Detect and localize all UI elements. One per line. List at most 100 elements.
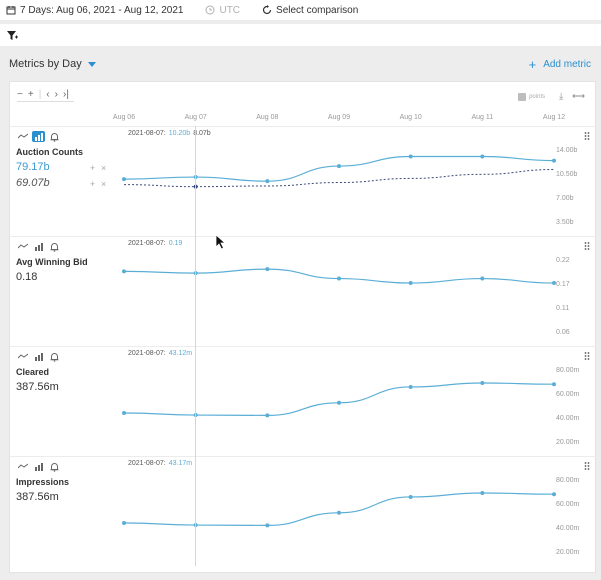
bar-chart-icon[interactable] (32, 131, 45, 142)
zoom-in-button[interactable]: + (27, 89, 34, 100)
series-point[interactable] (552, 382, 556, 387)
series-point[interactable] (408, 281, 413, 286)
mouse-pointer-icon (215, 234, 227, 250)
tooltip-compare-value: 8.07b (193, 130, 211, 137)
drag-dots-icon[interactable] (584, 242, 590, 250)
bell-icon[interactable] (48, 131, 61, 142)
metric-name: Auction Counts (16, 147, 83, 157)
tooltip-value: 10.20b (168, 130, 191, 137)
metrics-by-day-dropdown[interactable]: Metrics by Day (9, 58, 96, 70)
tooltip-value: 43.12m (168, 350, 193, 357)
series-point[interactable] (480, 276, 485, 281)
metric-name: Impressions (16, 477, 70, 487)
bell-icon[interactable] (48, 351, 61, 362)
points-label: points (529, 93, 546, 100)
date-tick-label: Aug 11 (471, 114, 494, 121)
series-line (123, 155, 555, 182)
metric-chart[interactable] (10, 237, 597, 347)
series-point[interactable] (122, 411, 126, 415)
metric-name: Cleared (16, 367, 50, 377)
hover-tooltip: 2021-08-07: 43.17m (128, 460, 192, 467)
series-line (123, 382, 555, 417)
expand-icon[interactable]: ⟷ (572, 91, 585, 101)
series-point[interactable] (480, 491, 485, 495)
date-range-picker[interactable]: 7 Days: Aug 06, 2021 - Aug 12, 2021 (6, 5, 183, 16)
drag-dots-icon[interactable] (584, 462, 590, 470)
hover-tooltip: 2021-08-07: 43.12m (128, 350, 192, 357)
series-point[interactable] (480, 154, 485, 159)
series-point[interactable] (337, 510, 341, 515)
add-series-button[interactable]: + (90, 163, 96, 173)
series-point[interactable] (408, 384, 413, 389)
metric-name: Avg Winning Bid (16, 257, 88, 267)
bar-chart-icon[interactable] (32, 461, 45, 472)
y-tick-label: 80.00m (556, 477, 580, 484)
y-tick-label: 14.00b (556, 147, 578, 154)
series-point[interactable] (552, 158, 556, 163)
clock-icon (205, 5, 215, 15)
line-chart-icon[interactable] (16, 351, 29, 362)
line-chart-icon[interactable] (16, 461, 29, 472)
series-point[interactable] (337, 164, 341, 169)
date-tick-label: Aug 07 (184, 114, 207, 121)
series-point[interactable] (408, 154, 413, 159)
hover-tooltip: 2021-08-07: 0.19 (128, 240, 182, 247)
y-tick-label: 60.00m (556, 501, 580, 508)
metric-chart[interactable] (10, 127, 597, 237)
metric-compare-value: 69.07b (16, 177, 50, 189)
add-metric-button[interactable]: + Add metric (529, 58, 591, 71)
filter-icon[interactable] (7, 30, 18, 41)
series-point[interactable] (122, 521, 126, 525)
series-point[interactable] (265, 267, 270, 272)
series-point[interactable] (480, 381, 485, 385)
date-axis: Aug 06 Aug 07 Aug 08 Aug 09 Aug 10 Aug 11 Aug … (10, 114, 597, 124)
zoom-out-button[interactable]: − (17, 89, 23, 100)
compare-series-line (123, 169, 555, 188)
remove-series-button[interactable]: × (101, 163, 107, 173)
tooltip-date: 2021-08-07: (128, 130, 166, 137)
timezone-selector[interactable]: UTC (205, 5, 240, 16)
add-series-button[interactable]: + (90, 179, 96, 189)
next-button[interactable]: › (54, 89, 58, 100)
bar-chart-icon[interactable] (32, 351, 45, 362)
drag-dots-icon[interactable] (584, 132, 590, 140)
chart-type-switcher (16, 461, 64, 472)
metric-row: Impressions 387.56m 2021-08-07: 43.17m 80… (10, 456, 597, 566)
date-tick-label: Aug 12 (542, 114, 566, 121)
add-metric-label: Add metric (543, 59, 591, 70)
series-point[interactable] (122, 269, 126, 274)
download-icon[interactable]: ⤓ (559, 91, 564, 101)
end-button[interactable]: ›| (62, 89, 69, 100)
y-tick-label: 40.00m (556, 525, 580, 532)
y-tick-label: 0.06 (556, 329, 570, 336)
filter-bar (0, 24, 601, 46)
chart-options: points ⤓ ⟷ (518, 91, 585, 102)
comparison-label: Select comparison (276, 4, 359, 16)
bar-chart-icon[interactable] (32, 241, 45, 252)
prev-button[interactable]: ‹ (46, 89, 50, 100)
drag-dots-icon[interactable] (584, 352, 590, 360)
series-point[interactable] (552, 492, 556, 497)
y-tick-label: 20.00m (556, 439, 580, 446)
series-point[interactable] (337, 276, 341, 281)
series-point[interactable] (337, 400, 341, 405)
metric-chart[interactable] (10, 347, 597, 457)
bell-icon[interactable] (48, 241, 61, 252)
series-point[interactable] (552, 281, 556, 286)
points-checkbox[interactable] (518, 92, 527, 101)
bell-icon[interactable] (48, 461, 61, 472)
line-chart-icon[interactable] (16, 131, 29, 142)
y-tick-label: 80.00m (556, 367, 580, 374)
series-point[interactable] (122, 177, 126, 182)
comparison-selector[interactable]: Select comparison (262, 5, 358, 16)
series-point[interactable] (408, 494, 413, 499)
series-point[interactable] (265, 413, 270, 418)
line-chart-icon[interactable] (16, 241, 29, 252)
series-point[interactable] (265, 179, 270, 184)
comparison-icon (262, 5, 272, 15)
date-tick-label: Aug 10 (399, 114, 422, 121)
hover-cursor-line (195, 126, 196, 566)
series-point[interactable] (265, 523, 270, 528)
metric-chart[interactable] (10, 457, 597, 567)
remove-series-button[interactable]: × (101, 179, 107, 189)
